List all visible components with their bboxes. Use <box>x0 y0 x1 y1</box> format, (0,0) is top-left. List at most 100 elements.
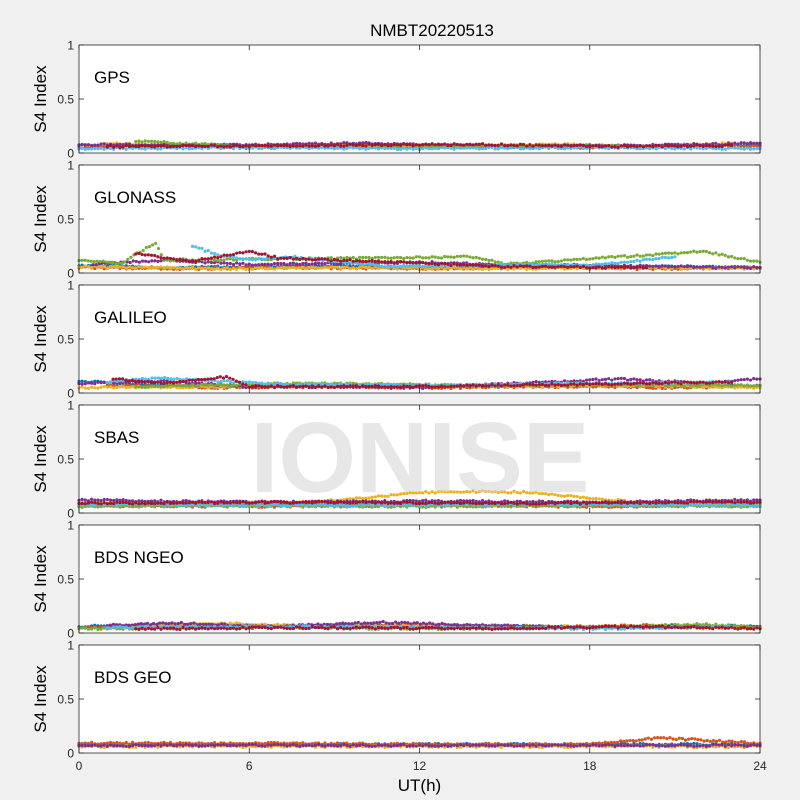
data-point <box>320 145 324 149</box>
data-point <box>358 143 362 147</box>
data-point <box>383 255 387 259</box>
data-point <box>730 384 734 388</box>
data-point <box>443 267 447 271</box>
data-point <box>452 147 456 151</box>
data-point <box>402 260 406 264</box>
data-point <box>714 144 718 149</box>
data-point <box>235 261 239 265</box>
data-point <box>216 253 220 257</box>
data-point <box>216 256 220 260</box>
data-point <box>294 141 299 145</box>
data-point <box>361 255 365 260</box>
data-point <box>96 386 100 390</box>
data-point <box>354 384 359 388</box>
data-point <box>619 254 623 258</box>
data-point <box>373 146 377 150</box>
data-point <box>301 384 305 388</box>
data-point <box>458 143 463 147</box>
data-point <box>752 265 756 269</box>
data-point <box>200 147 204 151</box>
data-point <box>622 381 627 385</box>
data-point <box>711 252 715 256</box>
data-point <box>162 144 166 148</box>
data-point <box>689 147 693 151</box>
data-point <box>345 141 349 145</box>
data-point <box>83 147 87 151</box>
data-point <box>112 145 116 150</box>
data-point <box>603 381 608 386</box>
data-point <box>150 376 154 380</box>
data-point <box>673 144 677 148</box>
data-point <box>629 266 633 270</box>
data-point <box>698 250 702 254</box>
data-point <box>496 264 500 268</box>
data-point <box>515 265 519 269</box>
data-point <box>367 384 371 389</box>
data-point <box>521 264 526 268</box>
data-point <box>654 381 658 385</box>
data-point <box>95 259 99 263</box>
data-point <box>736 257 740 261</box>
data-point <box>730 146 734 150</box>
data-point <box>244 257 248 261</box>
data-point <box>556 144 560 148</box>
data-point <box>178 383 182 387</box>
data-point <box>354 143 359 148</box>
data-point <box>742 147 746 151</box>
data-point <box>298 262 302 266</box>
data-point <box>733 386 737 390</box>
data-point <box>559 264 563 268</box>
data-point <box>651 384 655 388</box>
data-point <box>98 259 102 264</box>
data-point <box>607 377 611 381</box>
data-point <box>736 378 740 382</box>
data-point <box>663 251 668 255</box>
data-point <box>603 377 608 381</box>
data-point <box>247 257 251 261</box>
data-point <box>108 264 113 269</box>
data-point <box>184 258 188 262</box>
data-point <box>443 385 447 389</box>
data-point <box>704 249 709 254</box>
data-point <box>373 384 377 388</box>
data-point <box>358 262 362 267</box>
data-point <box>187 266 191 270</box>
data-point <box>468 263 472 267</box>
data-point <box>638 254 642 258</box>
data-point <box>547 143 551 147</box>
data-point <box>380 143 384 148</box>
data-point <box>282 144 286 148</box>
data-point <box>127 379 131 383</box>
data-point <box>279 381 283 386</box>
data-point <box>380 264 384 268</box>
data-point <box>118 145 122 149</box>
data-point <box>506 383 510 387</box>
data-point <box>638 265 642 269</box>
data-point <box>389 146 393 150</box>
data-point <box>313 144 318 148</box>
data-point <box>332 265 336 269</box>
data-point <box>433 255 437 259</box>
data-point <box>90 147 94 151</box>
data-point <box>364 144 368 148</box>
data-point <box>616 145 620 150</box>
data-point <box>80 258 84 263</box>
data-point <box>354 266 359 271</box>
data-point <box>534 146 538 150</box>
y-tick-label: 0 <box>67 267 74 281</box>
data-point <box>550 262 554 266</box>
data-point <box>235 143 239 148</box>
data-point <box>222 266 226 270</box>
data-point <box>93 266 97 271</box>
data-point <box>272 254 277 258</box>
data-point <box>726 255 731 259</box>
data-point <box>358 266 362 270</box>
data-point <box>408 266 412 270</box>
data-point <box>380 260 384 264</box>
data-point <box>503 265 507 270</box>
data-point <box>748 378 753 382</box>
data-point <box>499 145 504 149</box>
data-point <box>424 256 428 260</box>
data-point <box>752 384 756 388</box>
data-point <box>250 258 254 262</box>
